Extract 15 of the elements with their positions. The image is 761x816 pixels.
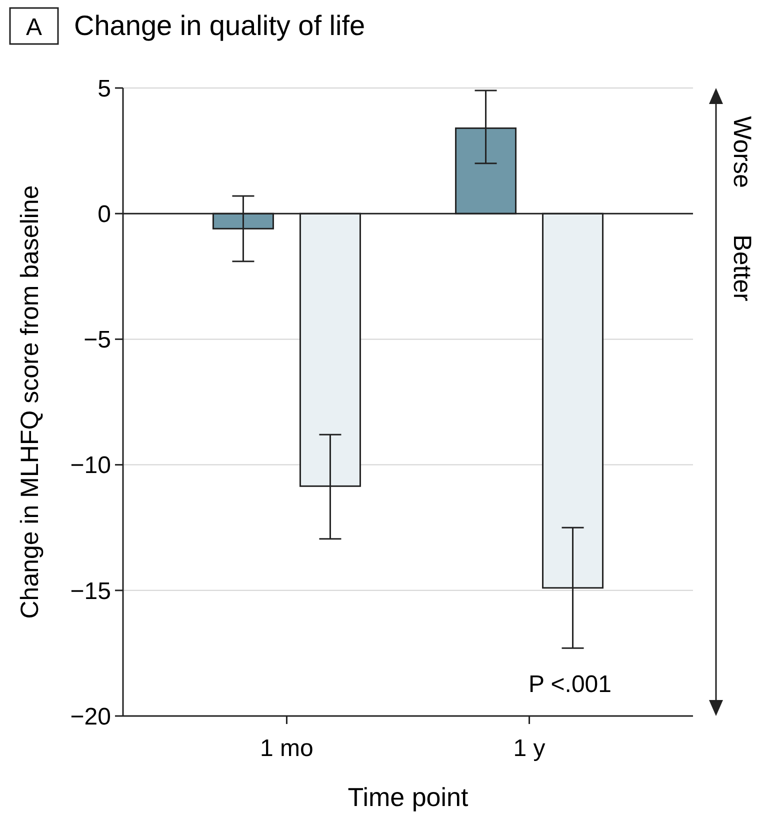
annotation: P <.001 — [528, 671, 612, 698]
y-tick-label: −5 — [84, 326, 111, 354]
y-tick-label: 5 — [98, 75, 111, 102]
y-tick-label: −10 — [70, 452, 111, 480]
text: Worse — [728, 116, 756, 188]
x-axis-title: Time point — [348, 782, 469, 812]
text: A — [26, 14, 42, 41]
y-tick-label: 0 — [98, 201, 111, 228]
x-tick-label: 1 mo — [260, 735, 314, 762]
y-tick-label: −20 — [70, 703, 111, 730]
y-axis-title: Change in MLHFQ score from baseline — [16, 185, 44, 619]
text: Better — [728, 234, 756, 302]
y-tick-label: −15 — [70, 578, 111, 605]
x-tick-label: 1 y — [513, 735, 546, 762]
chart-title: Change in quality of life — [74, 10, 366, 41]
